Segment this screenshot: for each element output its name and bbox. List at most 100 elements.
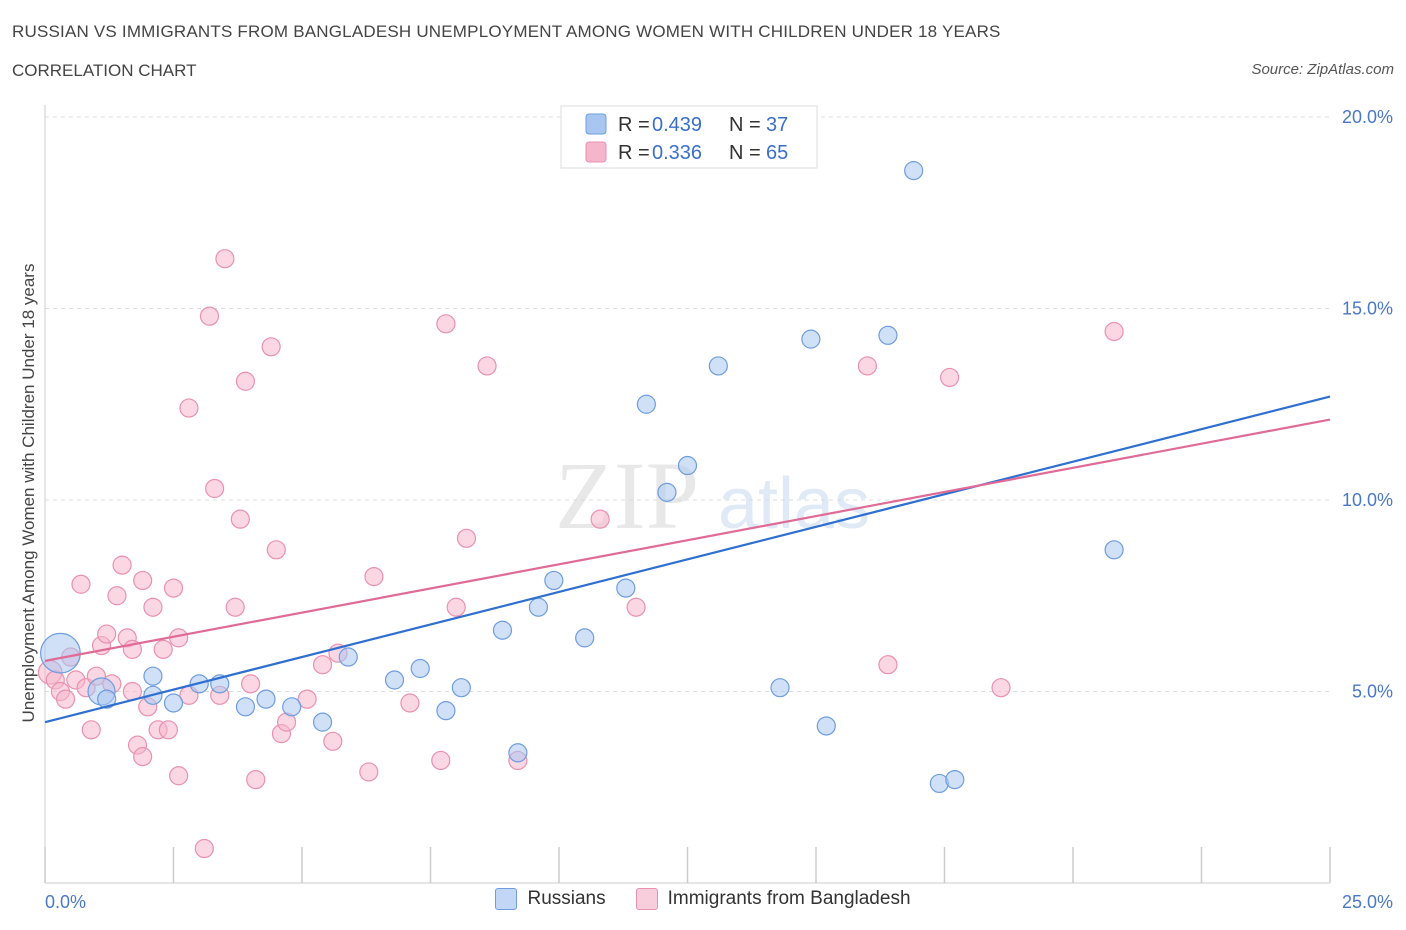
swatch-bangladesh: [635, 888, 658, 910]
y-axis-label: Unemployment Among Women with Children U…: [19, 264, 38, 723]
legend-swatch-bangladesh: [585, 141, 607, 163]
legend-r-value-2: 0.336: [652, 142, 702, 164]
russians-point: [40, 632, 81, 674]
watermark-zip: ZIP: [555, 442, 699, 549]
bangladesh-point: [261, 337, 281, 357]
axes: [44, 105, 1331, 884]
russians-point: [235, 697, 256, 717]
russians-point: [677, 455, 698, 476]
source-credit: Source: ZipAtlas.com: [1251, 61, 1394, 78]
russians-point: [575, 628, 595, 648]
legend-item-russians[interactable]: Russians: [495, 888, 606, 910]
bangladesh-point: [143, 597, 163, 617]
russians-trend-line: [44, 395, 1331, 724]
legend-item-bangladesh[interactable]: Immigrants from Bangladesh: [635, 888, 911, 910]
x-tick-label-end: 25.0%: [1342, 892, 1393, 912]
chart-title: RUSSIAN VS IMMIGRANTS FROM BANGLADESH UN…: [12, 22, 1001, 41]
bangladesh-point: [400, 693, 420, 713]
russians-point: [1104, 540, 1124, 560]
russians-point: [338, 647, 358, 667]
bangladesh-point: [456, 528, 477, 548]
russians-point: [801, 329, 821, 349]
bangladesh-point: [230, 509, 250, 529]
y-tick-label: 10.0%: [1342, 490, 1393, 510]
russians-point: [312, 712, 333, 732]
bangladesh-point: [266, 540, 286, 560]
bangladesh-point: [133, 747, 153, 767]
bangladesh-point: [194, 838, 214, 859]
bangladesh-point: [179, 398, 199, 418]
bangladesh-point: [241, 674, 261, 694]
legend-n-label-2: N =: [729, 142, 761, 164]
bangladesh-point: [477, 356, 497, 376]
russians-point: [492, 620, 513, 640]
bangladesh-point: [158, 720, 178, 740]
legend-n-value-2: 65: [766, 142, 788, 164]
y-tick-label: 15.0%: [1342, 299, 1393, 319]
bangladesh-point: [225, 597, 245, 617]
y-tick-labels: 5.0% 10.0% 15.0% 20.0%: [1342, 107, 1393, 702]
bangladesh-point: [312, 655, 333, 675]
russians-point: [282, 697, 302, 717]
bangladesh-point: [55, 689, 76, 709]
legend-label-bangladesh: Immigrants from Bangladesh: [667, 888, 911, 909]
bangladesh-point: [436, 314, 456, 334]
legend-label-russians: Russians: [527, 888, 606, 909]
russians-point: [657, 482, 677, 502]
russians-point: [384, 670, 405, 690]
bangladesh-point: [1104, 321, 1124, 342]
bangladesh-point: [205, 478, 225, 499]
watermark: ZIP atlas: [555, 442, 870, 549]
russians-point: [143, 666, 163, 686]
bangladesh-point: [199, 306, 220, 326]
trend-lines: [44, 395, 1331, 724]
bangladesh-point: [71, 574, 91, 594]
russians-point: [256, 689, 276, 709]
russians-points: [40, 161, 1124, 794]
russians-point: [436, 701, 456, 721]
bangladesh-point: [81, 720, 101, 740]
bangladesh-point: [153, 639, 173, 659]
bangladesh-point: [246, 769, 266, 790]
top-legend: R = 0.439 N = 37 R = 0.336 N = 65: [560, 105, 818, 169]
bangladesh-point: [215, 249, 235, 269]
russians-point: [410, 658, 430, 679]
legend-r-label-2: R =: [618, 142, 650, 164]
russians-point: [451, 678, 471, 698]
bangladesh-point: [446, 597, 466, 617]
russians-point: [528, 597, 549, 617]
russians-point: [544, 570, 564, 591]
bangladesh-point: [991, 678, 1011, 698]
bangladesh-point: [235, 371, 256, 391]
russians-point: [878, 325, 898, 345]
swatch-russians: [495, 888, 518, 910]
russians-point: [97, 689, 117, 709]
chart-subtitle: CORRELATION CHART: [12, 61, 197, 80]
russians-point: [945, 769, 965, 790]
russians-point: [636, 394, 656, 414]
russians-point: [163, 693, 184, 713]
russians-point: [770, 678, 790, 698]
russians-point: [904, 161, 924, 181]
bangladesh-point: [364, 566, 384, 587]
bangladesh-trend-line: [44, 418, 1331, 662]
x-tick-labels: 0.0% 25.0%: [45, 892, 1393, 912]
russians-point: [708, 356, 728, 376]
bangladesh-point: [878, 655, 898, 675]
x-tick-label-start: 0.0%: [45, 892, 86, 912]
bangladesh-point: [940, 367, 960, 388]
y-tick-label: 5.0%: [1352, 682, 1393, 702]
bangladesh-points: [37, 249, 1124, 859]
bangladesh-point: [107, 586, 127, 606]
bangladesh-point: [297, 689, 317, 709]
legend-swatch-russians: [585, 113, 607, 135]
bangladesh-point: [431, 750, 451, 771]
bangladesh-point: [590, 509, 610, 529]
russians-point: [816, 716, 836, 736]
bangladesh-point: [857, 356, 878, 376]
bottom-legend: Russians Immigrants from Bangladesh: [0, 888, 1406, 910]
legend-r-value-1: 0.439: [652, 114, 702, 136]
bangladesh-point: [323, 731, 343, 751]
russians-point: [616, 578, 636, 598]
